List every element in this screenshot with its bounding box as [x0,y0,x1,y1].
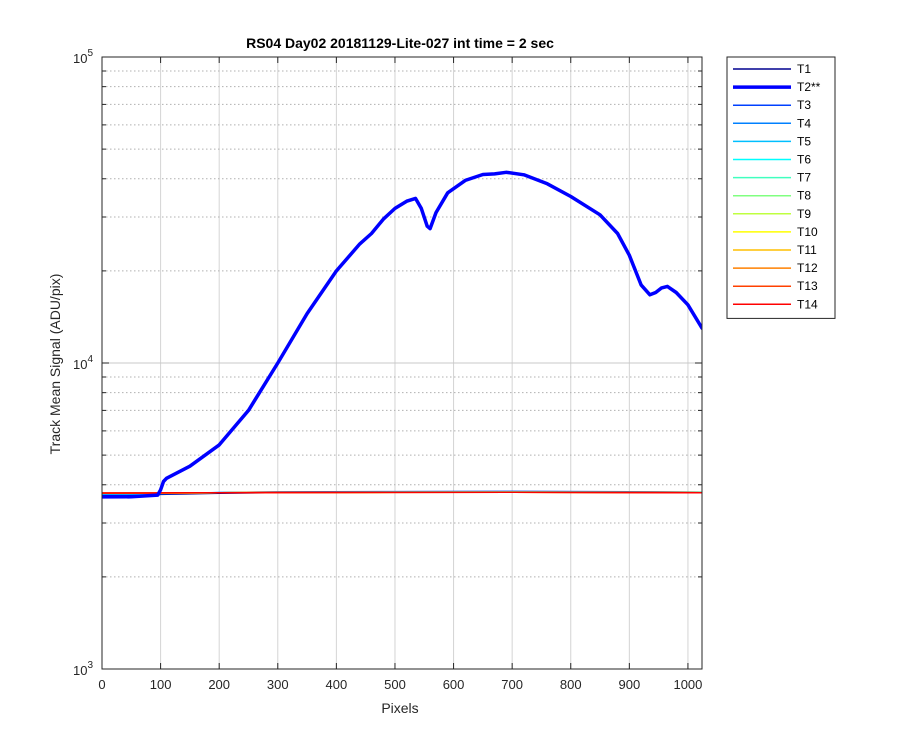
x-tick-label: 400 [326,677,348,692]
legend-label: T12 [797,261,818,275]
y-tick-label: 105 [73,48,93,66]
legend-label: T5 [797,134,811,148]
y-tick-label: 104 [73,354,93,372]
legend-label: T8 [797,189,811,203]
x-tick-label: 900 [618,677,640,692]
x-tick-label: 500 [384,677,406,692]
x-tick-label: 300 [267,677,289,692]
axis-ticks: 0 100 200 300 400 500 600 700 800 900 1000 103 104 10… [73,48,702,692]
legend-label: T10 [797,225,818,239]
x-tick-label: 1000 [673,677,702,692]
y-tick-label: 103 [73,660,93,678]
series-line-t14 [102,491,702,494]
legend-box [726,56,836,319]
legend-label: T3 [797,98,811,112]
legend-label: T14 [797,297,818,311]
legend: T1 T2** T3 T4 T5 T6 T7 T8 T9 T10 T11 T12 T13 T14 [726,56,836,319]
x-tick-label: 0 [98,677,105,692]
series-lines [102,170,702,499]
legend-label: T1 [797,62,811,76]
legend-label: T11 [797,243,817,257]
y-axis-label: Track Mean Signal (ADU/pix) [47,274,63,455]
x-tick-label: 600 [443,677,465,692]
chart-title: RS04 Day02 20181129-Lite-027 int time = … [246,35,554,51]
legend-label: T4 [797,116,811,130]
series-line-t2 [102,170,702,499]
legend-label: T13 [797,279,818,293]
legend-label: T2** [797,80,821,94]
legend-label: T9 [797,207,811,221]
x-tick-label: 200 [208,677,230,692]
grid-lines [102,57,702,669]
x-tick-label: 800 [560,677,582,692]
x-tick-label: 100 [150,677,172,692]
legend-label: T7 [797,171,811,185]
plot-area: 0 100 200 300 400 500 600 700 800 900 1000 103 104 10… [73,48,703,692]
x-axis-label: Pixels [381,700,418,716]
legend-label: T6 [797,153,811,167]
x-tick-label: 700 [501,677,523,692]
